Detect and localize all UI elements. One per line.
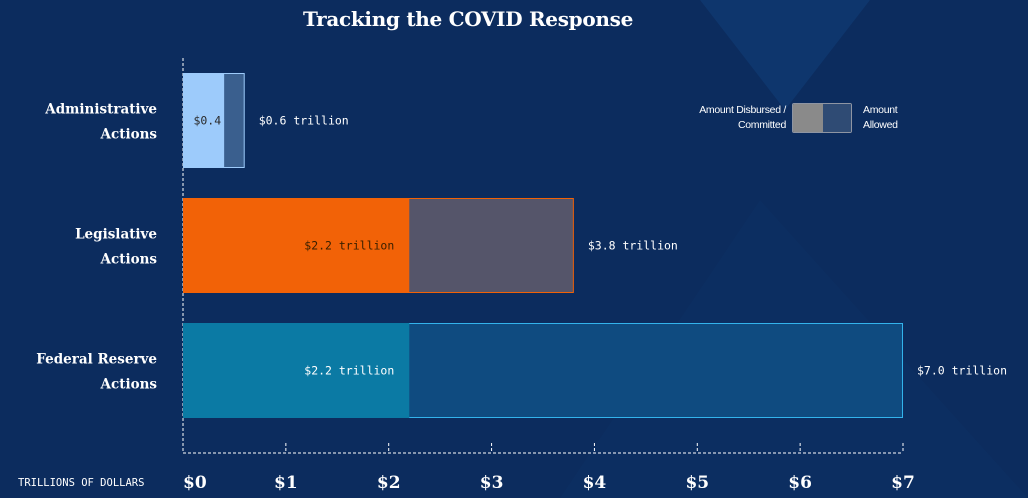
- x-tick-label: $6: [788, 473, 812, 493]
- x-tick-label: $3: [480, 473, 504, 493]
- x-tick-label: $0: [183, 473, 207, 493]
- bar-disbursed: [183, 323, 410, 418]
- x-tick-label: $5: [685, 473, 709, 493]
- data-label-disbursed: $2.2 trillion: [304, 239, 394, 253]
- legend-swatch-disbursed: [793, 104, 823, 132]
- data-label-allowed: $7.0 trillion: [917, 364, 1007, 378]
- legend: Amount Disbursed / Committed Amount Allo…: [640, 103, 940, 137]
- x-tick-label: $2: [377, 473, 401, 493]
- category-label: Actions: [100, 252, 158, 268]
- data-label-disbursed: $0.4: [193, 114, 221, 128]
- bg-triangle-top: [700, 0, 870, 110]
- data-label-allowed: $3.8 trillion: [588, 239, 678, 253]
- chart-title: Tracking the COVID Response: [302, 7, 634, 31]
- x-tick-label: $7: [891, 473, 915, 493]
- bar-disbursed: [183, 73, 225, 168]
- category-label: Federal Reserve: [36, 352, 157, 368]
- category-label: Administrative: [44, 102, 157, 118]
- category-label: Actions: [100, 377, 158, 393]
- legend-swatch: [792, 103, 852, 133]
- category-label: Actions: [100, 127, 158, 143]
- x-axis-title: TRILLIONS OF DOLLARS: [18, 477, 144, 489]
- legend-swatch-allowed: [823, 104, 851, 132]
- bar-disbursed: [183, 198, 410, 293]
- category-label: Legislative: [75, 227, 157, 243]
- x-tick-label: $4: [583, 473, 607, 493]
- legend-label-allowed: Amount Allowed: [863, 104, 898, 131]
- data-label-disbursed: $2.2 trillion: [304, 364, 394, 378]
- data-label-allowed: $0.6 trillion: [259, 114, 349, 128]
- x-tick-label: $1: [274, 473, 298, 493]
- legend-label-disbursed: Amount Disbursed / Committed: [699, 104, 786, 131]
